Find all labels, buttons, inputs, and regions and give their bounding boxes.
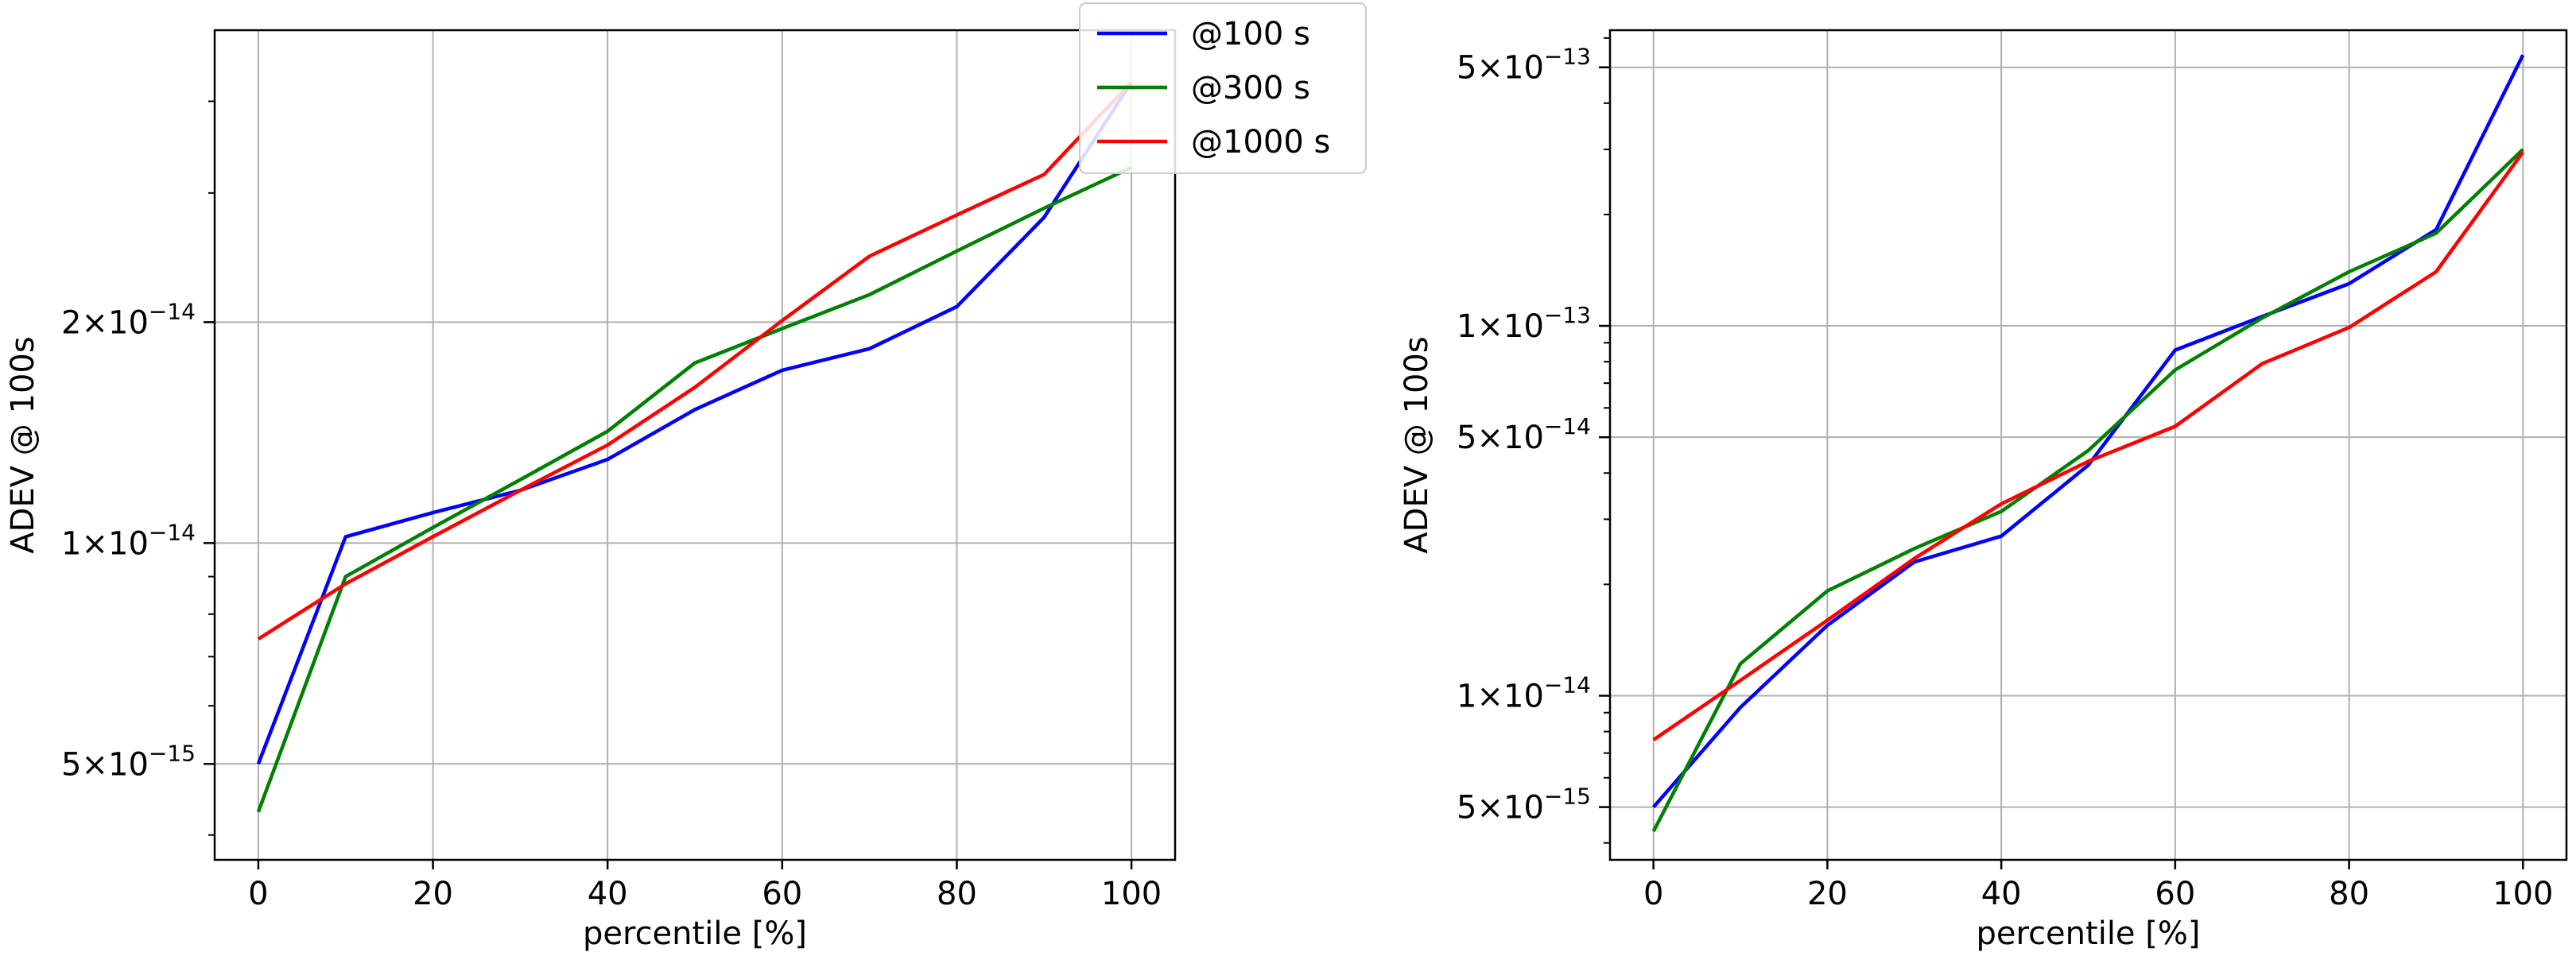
x-tick-label: 80: [2329, 876, 2369, 912]
y-tick-label: 5×10−14: [1457, 413, 1591, 456]
legend-box: [1079, 2, 1367, 174]
x-tick-label: 0: [1643, 876, 1663, 912]
y-axis-label: ADEV @ 100s: [5, 336, 41, 553]
legend-label: @100 s: [1191, 16, 1310, 52]
y-tick-label: 2×10−14: [61, 298, 196, 341]
y-tick-label: 5×10−15: [1457, 784, 1591, 826]
x-tick-label: 100: [2493, 876, 2553, 912]
plot-frame: [1608, 29, 2568, 861]
chart-2: 0 20 40 60 80 100 5×10−15 1×10−14 5×10−14 1×10−13…: [1399, 29, 2568, 952]
series-line-1000s: [257, 80, 1133, 641]
x-tick-label: 60: [2155, 876, 2195, 912]
x-tick-label: 80: [937, 876, 977, 912]
x-tick-label: 40: [588, 876, 628, 912]
y-tick-label: 5×10−13: [1457, 44, 1591, 87]
y-tick-label: 5×10−15: [61, 740, 196, 783]
x-axis-label: percentile [%]: [583, 915, 807, 952]
series-line-300s: [1651, 148, 2524, 833]
x-tick-label: 20: [413, 876, 453, 912]
series-line-300s: [256, 165, 1133, 813]
x-tick-label: 20: [1807, 876, 1848, 912]
series-line-100s: [256, 80, 1133, 765]
chart-1: 0 20 40 60 80 100 5×10−15 1×10−14 2×10−14 percent…: [5, 2, 1367, 952]
x-axis-label: percentile [%]: [1977, 915, 2201, 952]
x-tick-label: 0: [248, 876, 268, 912]
x-tick-label: 40: [1981, 876, 2022, 912]
series-line-100s: [1652, 54, 2525, 809]
y-tick-label: 1×10−14: [1457, 672, 1591, 714]
y-tick-label: 1×10−14: [61, 519, 196, 562]
plot-frame: [213, 29, 1177, 861]
legend-label: @1000 s: [1191, 124, 1330, 161]
series-line-1000s: [1652, 151, 2525, 741]
legend-label: @300 s: [1191, 70, 1310, 106]
legend: @100 s @300 s @1000 s: [1079, 2, 1367, 174]
x-tick-label: 100: [1101, 876, 1162, 912]
y-tick-label: 1×10−13: [1457, 302, 1591, 345]
x-tick-label: 60: [762, 876, 802, 912]
y-axis-label: ADEV @ 100s: [1399, 336, 1435, 553]
